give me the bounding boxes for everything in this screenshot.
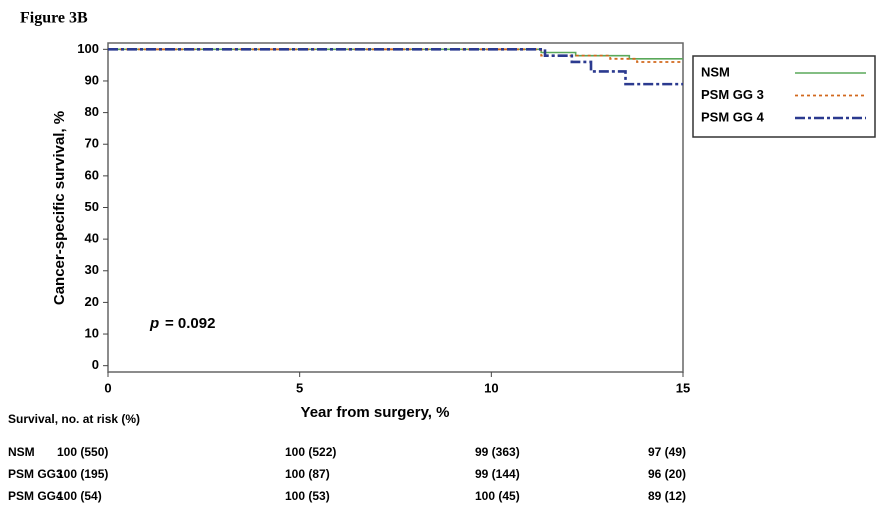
risk-cell: 100 (195) [57, 467, 108, 481]
risk-cell: 97 (49) [648, 445, 686, 459]
y-axis-label: Cancer-specific survival, % [51, 111, 68, 305]
y-tick-label: 50 [85, 199, 99, 214]
risk-row-name: PSM GG3 [8, 467, 63, 481]
y-tick-label: 60 [85, 167, 99, 182]
annotation-symbol: p [149, 315, 159, 332]
y-tick-label: 90 [85, 72, 99, 87]
x-tick-label: 15 [676, 380, 690, 395]
risk-cell: 100 (53) [285, 489, 330, 503]
y-tick-label: 70 [85, 136, 99, 151]
x-tick-label: 0 [104, 380, 111, 395]
risk-table-title: Survival, no. at risk (%) [8, 412, 140, 426]
figure-label: Figure 3B [20, 10, 88, 27]
legend-box [692, 55, 876, 138]
x-tick-label: 10 [484, 380, 498, 395]
y-tick-label: 100 [77, 41, 99, 56]
risk-cell: 100 (87) [285, 467, 330, 481]
y-tick-label: 20 [85, 294, 99, 309]
y-tick-label: 40 [85, 231, 99, 246]
y-tick-label: 80 [85, 104, 99, 119]
y-tick-label: 10 [85, 325, 99, 340]
risk-cell: 100 (550) [57, 445, 108, 459]
risk-cell: 100 (45) [475, 489, 520, 503]
survival-curve [108, 48, 683, 60]
risk-cell: 100 (54) [57, 489, 102, 503]
legend-label: PSM GG 4 [701, 109, 765, 124]
annotation-value: = 0.092 [165, 315, 215, 332]
risk-cell: 99 (144) [475, 467, 520, 481]
risk-cell: 99 (363) [475, 445, 520, 459]
legend-label: NSM [701, 64, 730, 79]
x-tick-label: 5 [296, 380, 303, 395]
x-axis-label: Year from surgery, % [301, 404, 450, 421]
survival-curve [108, 48, 683, 86]
risk-row-name: NSM [8, 445, 35, 459]
risk-row-name: PSM GG4 [8, 489, 63, 503]
risk-cell: 96 (20) [648, 467, 686, 481]
risk-cell: 89 (12) [648, 489, 686, 503]
y-tick-label: 30 [85, 262, 99, 277]
y-tick-label: 0 [92, 357, 99, 372]
risk-cell: 100 (522) [285, 445, 336, 459]
legend-label: PSM GG 3 [701, 87, 764, 102]
